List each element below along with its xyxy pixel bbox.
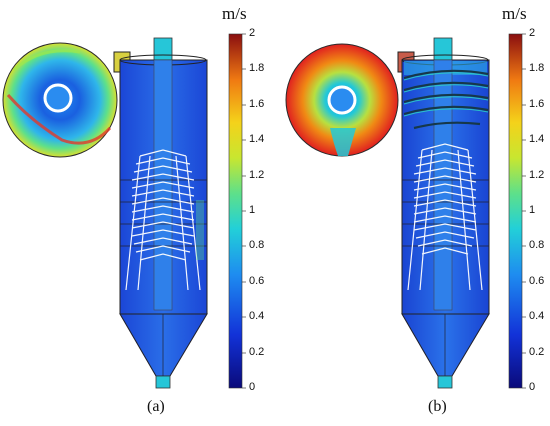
unit-label-b: m/s: [502, 4, 527, 23]
tick-label: 0.6: [529, 275, 545, 287]
panel-b: [285, 33, 526, 389]
tick-label: 1.4: [529, 133, 545, 145]
separator-vessel-a: [113, 37, 208, 389]
tick-label: 1.4: [249, 133, 265, 145]
tick-label: 0.6: [249, 275, 265, 287]
tick-label: 0.8: [249, 239, 265, 251]
cross-section-a: [2, 42, 118, 158]
tick-label: 1: [249, 204, 256, 216]
tick-label: 1.8: [529, 62, 545, 74]
tick-label: 1.6: [249, 98, 265, 110]
panel-label-b: (b): [428, 398, 447, 415]
tick-label: 0.4: [529, 310, 545, 322]
cross-section-b: [285, 43, 399, 157]
tick-label: 2: [249, 27, 256, 39]
tick-label: 0.8: [529, 239, 545, 251]
tick-label: 1.6: [529, 98, 545, 110]
unit-label-a: m/s: [222, 4, 247, 23]
tick-label: 1.8: [249, 62, 265, 74]
colorbar-a: [228, 33, 246, 389]
tick-label: 0.4: [249, 310, 265, 322]
tick-label: 0: [249, 381, 256, 393]
tick-label: 1: [529, 204, 536, 216]
tick-label: 0.2: [529, 346, 545, 358]
separator-vessel-b: [397, 37, 490, 389]
panel-label-a: (a): [147, 398, 165, 415]
tick-label: 0: [529, 381, 536, 393]
tick-label: 2: [529, 27, 536, 39]
tick-label: 0.2: [249, 346, 265, 358]
tick-label: 1.2: [529, 169, 545, 181]
tick-label: 1.2: [249, 169, 265, 181]
colorbar-b: [508, 33, 526, 389]
panel-a: [2, 33, 246, 389]
